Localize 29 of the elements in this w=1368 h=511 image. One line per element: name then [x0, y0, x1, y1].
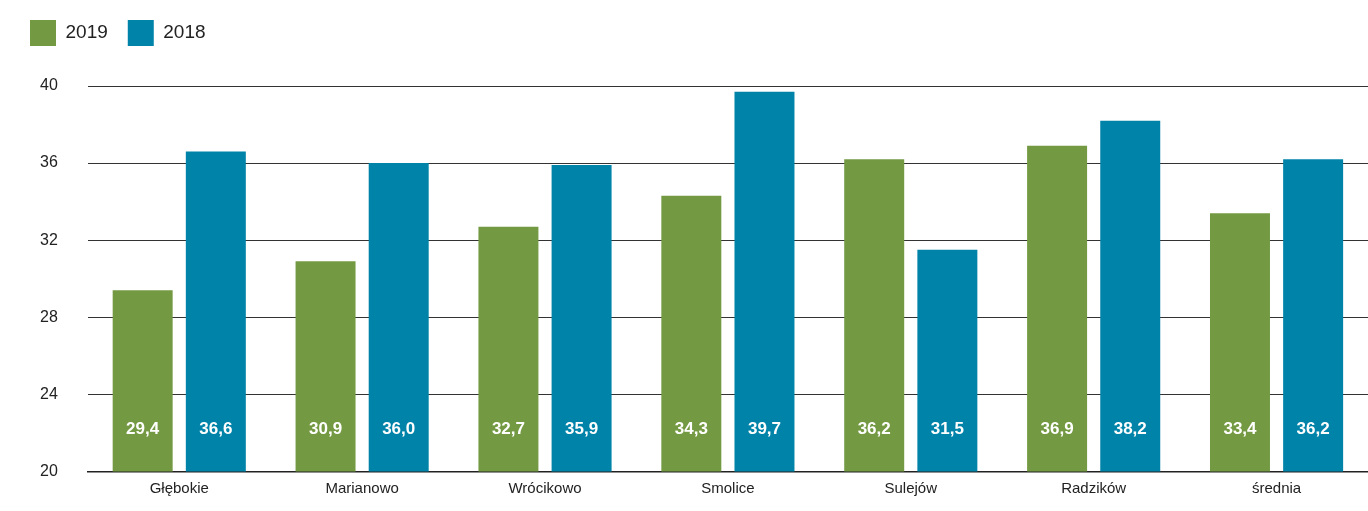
legend-label: 2018	[163, 21, 206, 43]
data-label: 32,7	[491, 419, 525, 439]
data-label: 39,7	[747, 419, 782, 439]
x-tick-label: średnia	[1251, 478, 1302, 496]
data-label: 36,6	[199, 419, 233, 439]
y-tick-label: 36	[40, 153, 58, 171]
legend-label: 2019	[65, 21, 108, 43]
data-label: 38,2	[1113, 419, 1147, 439]
data-label: 36,2	[857, 419, 891, 439]
x-tick-label: Smolice	[701, 478, 755, 496]
y-tick-label: 32	[40, 230, 58, 248]
data-label: 36,2	[1296, 419, 1330, 439]
data-label: 31,5	[930, 419, 964, 439]
y-tick-label: 20	[40, 461, 58, 479]
x-tick-label: Radzików	[1061, 478, 1127, 496]
x-tick-label: Sulejów	[884, 478, 938, 496]
x-tick-label: Wrócikowo	[508, 478, 582, 496]
y-tick-label: 24	[40, 384, 58, 402]
data-label: 35,9	[565, 419, 599, 439]
x-tick-label: Marianowo	[325, 478, 399, 496]
data-label: 29,4	[126, 419, 160, 439]
data-label: 36,9	[1040, 419, 1074, 439]
y-tick-label: 40	[40, 76, 58, 94]
data-label: 36,0	[382, 419, 416, 439]
data-label: 34,3	[674, 419, 708, 439]
y-tick-label: 28	[40, 307, 58, 325]
data-label: 30,9	[309, 419, 343, 439]
data-label: 33,4	[1223, 419, 1258, 439]
x-tick-label: Głębokie	[149, 478, 209, 496]
